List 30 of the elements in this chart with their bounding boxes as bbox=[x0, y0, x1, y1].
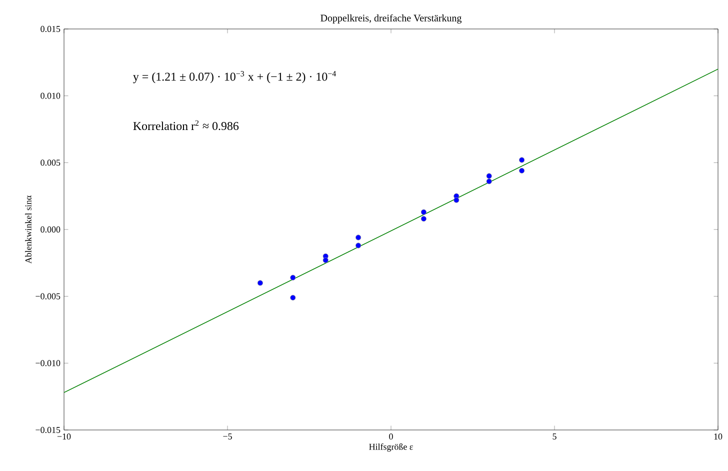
x-tick-label: −10 bbox=[57, 434, 71, 440]
y-axis-title: Ablenkwinkel sinα bbox=[25, 196, 32, 264]
chart-title: Doppelkreis, dreifache Verstärkung bbox=[320, 14, 462, 24]
annotation: y = (1.21 ± 0.07) · 10$^{−3}$ x + (−1 ± 2) · 10$^{−4}$ bbox=[133, 71, 336, 84]
point bbox=[290, 274, 296, 280]
point bbox=[519, 157, 525, 163]
y-tick-label: −0.005 bbox=[36, 293, 60, 300]
point bbox=[290, 294, 296, 300]
x-tick-label: 10 bbox=[714, 434, 722, 440]
point bbox=[257, 280, 263, 286]
point bbox=[322, 257, 328, 264]
x-axis-title: Hilfsgröße ε bbox=[369, 443, 413, 452]
point bbox=[356, 234, 362, 240]
point bbox=[486, 173, 492, 179]
x-tick-label: 5 bbox=[552, 434, 556, 440]
point bbox=[486, 178, 492, 184]
point bbox=[519, 168, 525, 174]
annotation: Korrelation r$^{2}$ ≈ 0.986 bbox=[133, 120, 239, 130]
x-tick-label: −5 bbox=[223, 434, 232, 440]
point bbox=[420, 216, 426, 222]
point bbox=[454, 197, 460, 203]
y-tick-label: 0.015 bbox=[40, 26, 60, 32]
point bbox=[420, 209, 426, 215]
y-tick-label: 0.000 bbox=[40, 226, 60, 233]
y-tick-label: 0.005 bbox=[40, 160, 60, 166]
y-tick-label: 0.010 bbox=[40, 92, 60, 99]
point bbox=[356, 242, 362, 248]
y-tick-label: −0.010 bbox=[36, 360, 60, 366]
y-tick-label: −0.015 bbox=[36, 426, 60, 434]
x-tick-label: 0 bbox=[389, 434, 393, 440]
